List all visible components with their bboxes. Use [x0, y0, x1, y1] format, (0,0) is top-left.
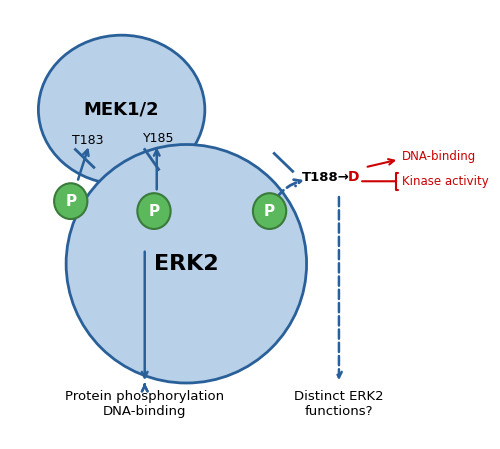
Text: D: D: [348, 170, 360, 184]
Circle shape: [54, 183, 88, 219]
Text: P: P: [264, 203, 275, 219]
Circle shape: [253, 193, 286, 229]
Text: MEK1/2: MEK1/2: [84, 101, 160, 119]
Text: Y185: Y185: [143, 132, 174, 145]
Text: Kinase activity: Kinase activity: [402, 175, 488, 188]
Text: T183: T183: [72, 135, 103, 147]
Ellipse shape: [38, 35, 205, 184]
Text: Distinct ERK2
functions?: Distinct ERK2 functions?: [294, 390, 384, 418]
Text: T188→: T188→: [302, 171, 350, 184]
Ellipse shape: [66, 145, 306, 383]
Text: Protein phosphorylation
DNA-binding: Protein phosphorylation DNA-binding: [65, 390, 224, 418]
Text: P: P: [65, 194, 76, 209]
Circle shape: [138, 193, 170, 229]
Text: P: P: [148, 203, 160, 219]
FancyArrowPatch shape: [270, 180, 301, 226]
Text: DNA-binding: DNA-binding: [402, 150, 476, 163]
Text: ERK2: ERK2: [154, 254, 218, 274]
